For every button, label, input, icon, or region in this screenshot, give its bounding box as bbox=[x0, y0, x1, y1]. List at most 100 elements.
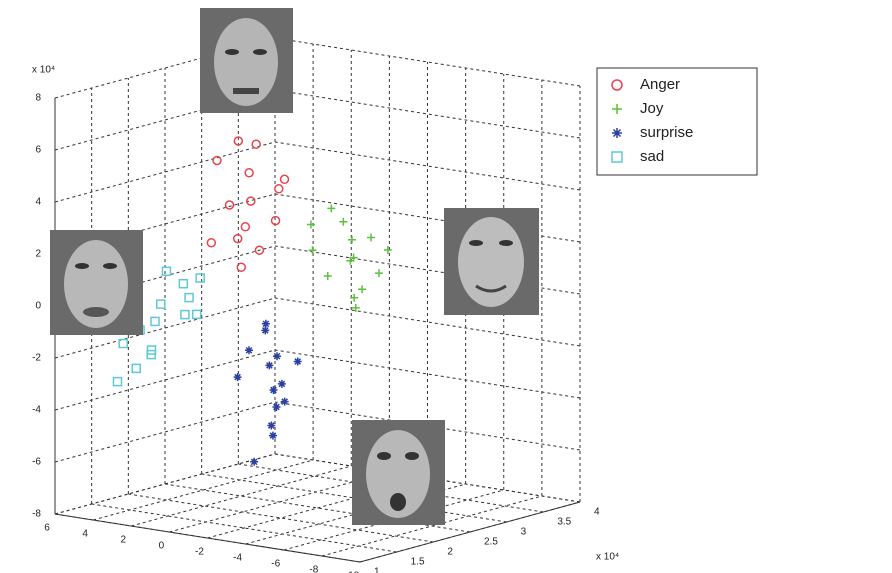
legend-marker bbox=[611, 151, 623, 163]
legend-label: Joy bbox=[640, 100, 664, 117]
axis-line bbox=[359, 501, 581, 563]
point bbox=[245, 346, 254, 355]
z-tick-label: -8 bbox=[32, 509, 41, 520]
legend: Anger Joy surprise sad bbox=[596, 67, 758, 176]
z-tick-label: 4 bbox=[35, 197, 41, 208]
legend-marker bbox=[612, 104, 622, 114]
grid-line bbox=[54, 89, 276, 151]
y-tick-label: 2.5 bbox=[484, 537, 498, 548]
y-tick-label: 2 bbox=[447, 547, 453, 558]
point bbox=[267, 421, 276, 430]
point bbox=[277, 379, 286, 388]
y-tick-label: 3.5 bbox=[557, 517, 571, 528]
z-tick-label: -2 bbox=[32, 353, 41, 364]
point bbox=[206, 238, 217, 248]
point bbox=[232, 233, 243, 244]
x-tick-label: 4 bbox=[82, 529, 88, 540]
point bbox=[161, 266, 172, 276]
x-tick-label: 0 bbox=[159, 541, 165, 552]
point bbox=[212, 155, 222, 166]
y-tick-label: 1 bbox=[374, 567, 380, 573]
grid-line bbox=[131, 465, 352, 527]
grid-line bbox=[207, 477, 428, 539]
point bbox=[358, 285, 367, 294]
legend-marker bbox=[612, 128, 622, 138]
points bbox=[112, 136, 392, 466]
y-tick-label: 4 bbox=[594, 507, 600, 518]
point bbox=[350, 293, 359, 302]
point bbox=[273, 352, 282, 361]
point bbox=[308, 246, 317, 255]
point bbox=[351, 303, 360, 312]
point bbox=[195, 273, 205, 283]
point bbox=[112, 376, 123, 387]
legend-label: Anger bbox=[640, 76, 680, 93]
point bbox=[383, 246, 392, 254]
point bbox=[272, 403, 281, 411]
x-tick-label: -4 bbox=[233, 553, 242, 564]
grid-line bbox=[54, 297, 276, 359]
y-tick-label: 3 bbox=[521, 527, 527, 538]
point bbox=[261, 319, 270, 328]
point bbox=[323, 272, 332, 280]
point bbox=[254, 245, 265, 255]
point bbox=[279, 174, 290, 185]
point bbox=[293, 357, 302, 366]
point bbox=[349, 253, 358, 262]
point bbox=[269, 386, 278, 394]
xy-exponent: x 10⁴ bbox=[596, 552, 619, 563]
point bbox=[224, 200, 235, 210]
x-tick-label: -8 bbox=[309, 565, 318, 573]
point bbox=[274, 184, 284, 194]
face-anger bbox=[200, 8, 293, 113]
point bbox=[280, 397, 289, 406]
point bbox=[339, 217, 348, 226]
grid-line bbox=[54, 141, 276, 203]
point bbox=[270, 215, 281, 226]
point bbox=[184, 292, 194, 303]
point bbox=[178, 278, 189, 289]
axis-line bbox=[54, 513, 361, 563]
z-tick-label: 8 bbox=[35, 93, 41, 104]
legend-box bbox=[596, 67, 758, 176]
point bbox=[118, 338, 128, 349]
z-tick-label: -6 bbox=[32, 457, 41, 468]
z-exponent: x 10⁴ bbox=[32, 65, 55, 76]
x-tick-label: -2 bbox=[195, 547, 204, 558]
y-tick-label: 1.5 bbox=[411, 557, 425, 568]
point bbox=[240, 222, 251, 232]
point bbox=[261, 326, 270, 335]
legend-label: sad bbox=[640, 148, 664, 165]
point bbox=[306, 220, 315, 229]
z-tick-label: 2 bbox=[35, 249, 41, 260]
point bbox=[146, 345, 157, 355]
point bbox=[246, 196, 256, 206]
point bbox=[191, 309, 202, 320]
point bbox=[268, 431, 277, 440]
grid-line bbox=[54, 401, 276, 463]
point bbox=[233, 136, 244, 146]
x-tick-label: 6 bbox=[44, 523, 50, 534]
point bbox=[265, 361, 274, 370]
z-tick-label: 6 bbox=[35, 145, 41, 156]
point bbox=[155, 299, 166, 309]
grid-line bbox=[54, 37, 276, 99]
grid-line bbox=[54, 349, 276, 411]
x-tick-label: -10 bbox=[345, 571, 360, 573]
face-surprise bbox=[352, 420, 445, 525]
point bbox=[250, 457, 259, 466]
z-tick-label: -4 bbox=[32, 405, 41, 416]
point bbox=[367, 233, 376, 242]
point bbox=[236, 262, 246, 272]
point bbox=[327, 204, 336, 213]
face-sad bbox=[50, 230, 143, 335]
x-tick-label: 2 bbox=[120, 535, 126, 546]
point bbox=[347, 235, 356, 244]
grid-line bbox=[54, 453, 276, 515]
z-tick-label: 0 bbox=[35, 301, 41, 312]
point bbox=[251, 139, 261, 149]
x-tick-label: -6 bbox=[271, 559, 280, 570]
legend-label: surprise bbox=[640, 124, 693, 141]
point bbox=[233, 373, 242, 382]
